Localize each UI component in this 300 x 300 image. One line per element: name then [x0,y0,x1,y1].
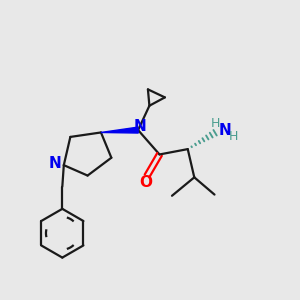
Polygon shape [101,127,138,133]
Text: N: N [134,119,147,134]
Text: O: O [139,175,152,190]
Text: H: H [229,130,238,143]
Text: H: H [211,117,220,130]
Text: N: N [218,123,231,138]
Text: N: N [49,156,62,171]
